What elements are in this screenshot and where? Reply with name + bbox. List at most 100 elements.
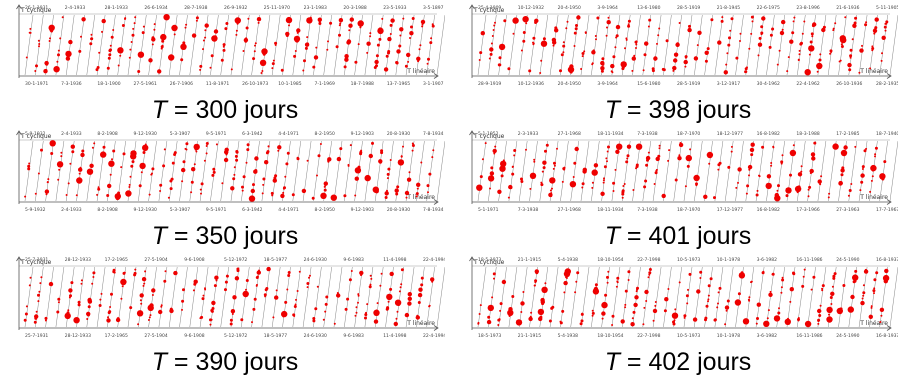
data-point: [788, 56, 790, 58]
data-point: [138, 52, 144, 58]
top-date-label: 25-7-1931: [25, 257, 48, 263]
top-date-label: 7-3-1938: [637, 131, 658, 137]
data-point: [864, 269, 868, 273]
data-point: [276, 289, 278, 291]
data-point: [533, 161, 535, 163]
data-point: [81, 283, 83, 285]
data-point: [45, 63, 48, 66]
data-point: [489, 58, 491, 60]
data-point: [129, 184, 131, 186]
data-point: [759, 37, 762, 40]
top-date-label: 27-5-1904: [144, 257, 167, 263]
data-point: [873, 292, 875, 294]
data-point: [359, 151, 362, 154]
top-date-label: 5-4-1938: [558, 257, 579, 263]
data-point: [57, 161, 63, 167]
data-point: [134, 22, 136, 24]
data-point: [234, 166, 236, 168]
period-line: [653, 15, 661, 75]
data-point: [774, 315, 780, 321]
data-point: [860, 301, 864, 305]
data-point: [807, 323, 809, 325]
data-point: [780, 292, 782, 294]
data-point: [339, 24, 341, 26]
data-point: [576, 15, 580, 19]
data-point: [789, 40, 793, 44]
top-date-label: 10-12-1932: [518, 5, 544, 11]
period-line: [880, 141, 888, 201]
data-point: [575, 24, 578, 27]
period-line: [705, 15, 713, 75]
data-point: [607, 146, 610, 149]
data-point: [737, 182, 739, 184]
data-point: [38, 43, 40, 45]
data-point: [772, 146, 774, 148]
data-point: [117, 47, 123, 53]
data-point: [266, 267, 270, 271]
data-point: [245, 289, 247, 291]
data-point: [872, 289, 875, 292]
data-point: [873, 287, 875, 289]
data-point: [49, 37, 51, 39]
period-value: = 300 jours: [167, 96, 298, 124]
data-point: [110, 174, 112, 176]
data-point: [409, 37, 411, 39]
top-date-labels: 26-1-1931 2-4-1933 28-1-1933 26-6-1934 28-7-…: [25, 5, 444, 11]
data-point: [205, 23, 209, 27]
data-point: [714, 319, 717, 322]
data-point: [595, 38, 597, 40]
top-date-label: 18-10-1954: [597, 257, 623, 263]
data-point: [151, 173, 153, 175]
period-line: [386, 15, 394, 75]
data-point: [862, 165, 865, 168]
data-point: [627, 25, 630, 28]
data-point: [525, 22, 527, 24]
data-point: [875, 147, 878, 150]
data-point: [871, 305, 873, 307]
data-point: [303, 189, 306, 192]
data-point: [820, 175, 822, 177]
data-point: [29, 32, 31, 34]
data-point: [664, 309, 667, 312]
data-point: [662, 68, 665, 71]
data-point: [398, 159, 404, 165]
period-line: [138, 15, 146, 75]
data-point: [221, 182, 223, 184]
data-point: [708, 163, 710, 165]
data-point: [324, 186, 326, 188]
top-date-label: 21-1-1915: [518, 257, 541, 263]
data-point: [817, 309, 821, 313]
data-point: [173, 271, 177, 275]
data-point: [633, 55, 635, 57]
data-point: [280, 194, 284, 198]
bottom-date-label: 7-1-1969: [314, 81, 335, 87]
data-point: [832, 286, 834, 288]
bottom-date-label: 15-6-1980: [637, 81, 660, 87]
data-point: [790, 287, 794, 291]
data-point: [80, 36, 82, 38]
top-date-label: 8-2-1908: [97, 131, 118, 137]
data-point: [869, 67, 871, 69]
data-point: [826, 307, 832, 313]
data-point: [880, 308, 884, 312]
data-point: [235, 34, 237, 36]
period-caption: T = 300 jours: [5, 92, 445, 128]
data-point: [35, 193, 37, 195]
data-point: [686, 155, 692, 161]
data-point: [57, 298, 60, 301]
data-point: [399, 290, 401, 292]
data-point: [798, 317, 800, 319]
data-point: [648, 26, 650, 28]
data-point: [624, 183, 626, 185]
data-point: [180, 58, 183, 61]
data-point: [787, 318, 789, 320]
data-point: [365, 175, 371, 181]
data-point: [717, 169, 719, 171]
data-point: [502, 280, 506, 284]
data-point: [574, 32, 577, 35]
data-point: [881, 178, 884, 181]
data-point: [369, 32, 371, 34]
data-point: [642, 323, 644, 325]
data-point: [769, 46, 772, 49]
data-point: [181, 309, 183, 311]
